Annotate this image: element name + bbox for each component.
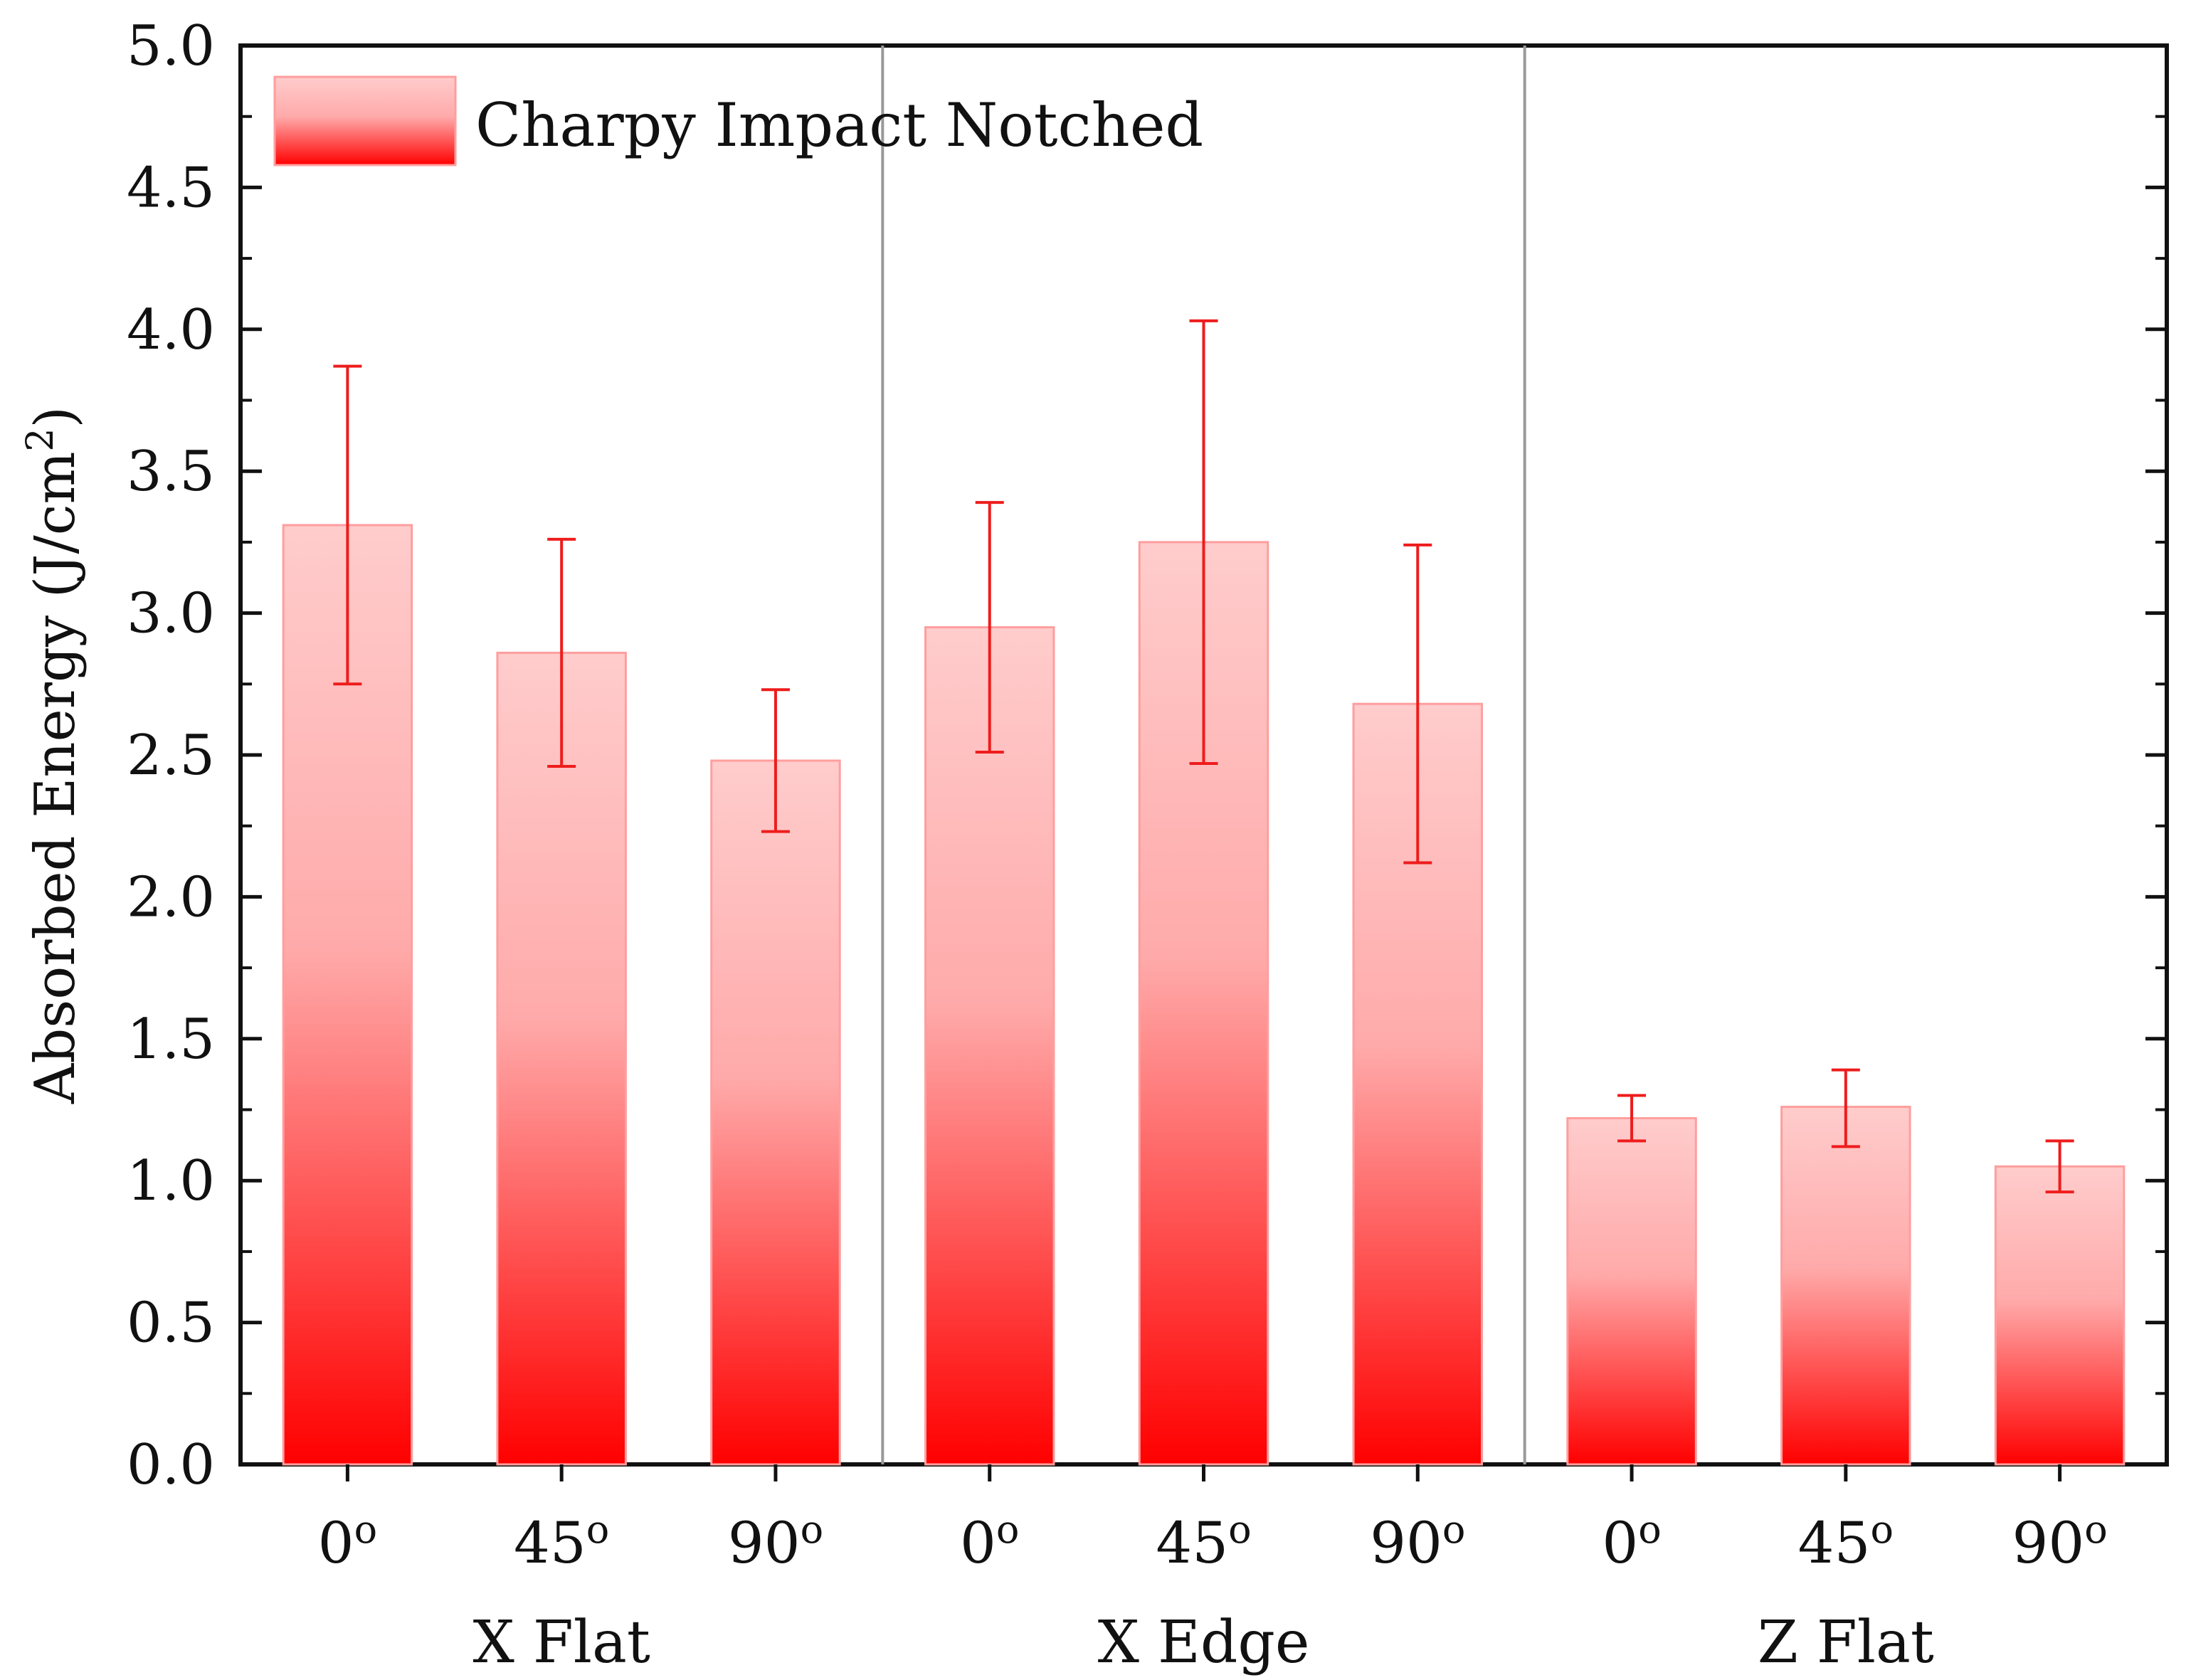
x-category-label: 90o bbox=[2012, 1507, 2107, 1576]
bar bbox=[710, 759, 841, 1466]
y-axis-title-close: ) bbox=[23, 406, 88, 428]
y-tick-label: 4.5 bbox=[127, 156, 215, 220]
x-group-label: X Flat bbox=[472, 1609, 650, 1676]
y-tick-label: 3.5 bbox=[127, 440, 215, 504]
y-tick-label: 1.5 bbox=[127, 1008, 215, 1072]
y-axis-ticks: 0.0 0.5 1.0 1.5 2.0 2.5 3.0 3.5 4.0 4.5 5.0 bbox=[127, 14, 2167, 1497]
y-tick-label: 4.0 bbox=[127, 298, 215, 362]
y-axis-title-text: Absorbed Energy (J/cm bbox=[23, 452, 88, 1104]
bar bbox=[924, 626, 1055, 1466]
x-category-label: 0o bbox=[960, 1507, 1019, 1576]
y-axis-title-sup: 2 bbox=[19, 428, 62, 451]
y-tick-label: 1.0 bbox=[127, 1149, 215, 1213]
x-category-label: 0o bbox=[1602, 1507, 1661, 1576]
bar bbox=[1566, 1116, 1697, 1466]
legend: Charpy Impact Notched bbox=[273, 75, 1203, 167]
x-category-label: 45o bbox=[1798, 1507, 1894, 1576]
x-axis-labels: 0o 45o 90o X Flat 0o 45o 90o X Edge 0o 45o 90o Z Fl… bbox=[318, 1464, 2108, 1676]
legend-label: Charpy Impact Notched bbox=[475, 90, 1203, 160]
error-bars bbox=[333, 319, 2074, 1194]
y-tick-label: 2.5 bbox=[127, 724, 215, 788]
bar bbox=[1780, 1106, 1911, 1466]
x-category-label: 90o bbox=[728, 1507, 823, 1576]
x-category-label: 0o bbox=[318, 1507, 377, 1576]
x-category-label: 45o bbox=[1156, 1507, 1251, 1576]
x-category-label: 90o bbox=[1370, 1507, 1465, 1576]
x-group-label: X Edge bbox=[1098, 1609, 1310, 1676]
y-tick-label: 0.5 bbox=[127, 1291, 215, 1356]
bar bbox=[1994, 1165, 2126, 1466]
group-separators bbox=[881, 46, 1526, 1464]
legend-swatch bbox=[273, 75, 457, 167]
bar bbox=[496, 651, 627, 1466]
y-tick-label: 0.0 bbox=[127, 1433, 215, 1497]
x-category-label: 45o bbox=[514, 1507, 609, 1576]
x-group-label: Z Flat bbox=[1758, 1609, 1934, 1676]
y-tick-label: 3.0 bbox=[127, 582, 215, 646]
y-axis-title: Absorbed Energy (J/cm2) bbox=[19, 406, 88, 1104]
y-tick-label: 5.0 bbox=[127, 14, 215, 78]
y-tick-label: 2.0 bbox=[127, 865, 215, 929]
